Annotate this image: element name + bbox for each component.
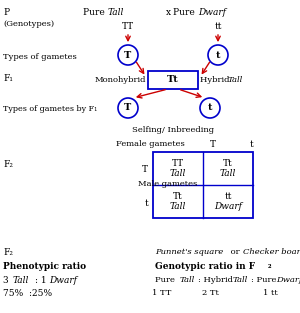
Text: Female gametes: Female gametes — [116, 140, 184, 148]
Text: t: t — [250, 140, 254, 149]
Text: x: x — [165, 8, 171, 17]
Bar — [153, 152, 253, 218]
Text: Types of gametes: Types of gametes — [3, 53, 77, 61]
Text: Dwarf: Dwarf — [214, 202, 242, 211]
Text: Pure: Pure — [155, 276, 178, 284]
Text: 1 tt: 1 tt — [262, 289, 278, 297]
Bar — [148, 71, 198, 89]
Text: : Pure: : Pure — [251, 276, 279, 284]
Text: F₁: F₁ — [3, 74, 13, 83]
Text: Pure: Pure — [173, 8, 198, 17]
Text: T: T — [142, 166, 148, 175]
Text: Tall: Tall — [233, 276, 248, 284]
Text: Tall: Tall — [220, 169, 236, 178]
Text: Tall: Tall — [228, 76, 243, 84]
Text: (Genotypes): (Genotypes) — [3, 20, 54, 28]
Text: Tall: Tall — [170, 202, 186, 211]
Text: or: or — [228, 248, 242, 256]
Text: Selfing/ Inbreeding: Selfing/ Inbreeding — [132, 126, 214, 134]
Text: 3: 3 — [3, 276, 11, 285]
Text: Checker board: Checker board — [243, 248, 300, 256]
Text: Male gametes: Male gametes — [138, 180, 197, 188]
Text: F₂: F₂ — [3, 160, 13, 169]
Text: Pure: Pure — [83, 8, 108, 17]
Text: : 1: : 1 — [35, 276, 50, 285]
Text: Hybrid: Hybrid — [200, 76, 232, 84]
Text: t: t — [216, 50, 220, 59]
Text: T: T — [124, 104, 132, 112]
Text: Tt: Tt — [223, 159, 233, 168]
Text: Tt: Tt — [173, 192, 183, 201]
Text: Types of gametes by F₁: Types of gametes by F₁ — [3, 105, 98, 113]
Text: t: t — [144, 198, 148, 208]
Text: TT: TT — [172, 159, 184, 168]
Text: Monohybrid: Monohybrid — [94, 76, 146, 84]
Text: : Hybrid: : Hybrid — [198, 276, 236, 284]
Text: Punnet's square: Punnet's square — [155, 248, 223, 256]
Text: Genotypic ratio in F: Genotypic ratio in F — [155, 262, 255, 271]
Text: Dwarf: Dwarf — [49, 276, 77, 285]
Text: F₂: F₂ — [3, 248, 13, 257]
Text: 1 TT: 1 TT — [152, 289, 172, 297]
Text: Tt: Tt — [167, 75, 179, 85]
Text: 75%  :25%: 75% :25% — [3, 289, 52, 298]
Text: Phenotypic ratio: Phenotypic ratio — [3, 262, 86, 271]
Text: 2 Tt: 2 Tt — [202, 289, 218, 297]
Text: Tall: Tall — [180, 276, 195, 284]
Text: TT: TT — [122, 22, 134, 31]
Text: Tall: Tall — [108, 8, 124, 17]
Text: tt: tt — [214, 22, 222, 31]
Text: Dwarf: Dwarf — [276, 276, 300, 284]
Text: P: P — [3, 8, 9, 17]
Text: T: T — [124, 50, 132, 59]
Text: t: t — [208, 104, 212, 112]
Text: ₂: ₂ — [268, 262, 272, 270]
Text: Dwarf: Dwarf — [198, 8, 226, 17]
Text: Tall: Tall — [170, 169, 186, 178]
Text: tt: tt — [224, 192, 232, 201]
Text: Tall: Tall — [13, 276, 29, 285]
Text: T: T — [210, 140, 216, 149]
